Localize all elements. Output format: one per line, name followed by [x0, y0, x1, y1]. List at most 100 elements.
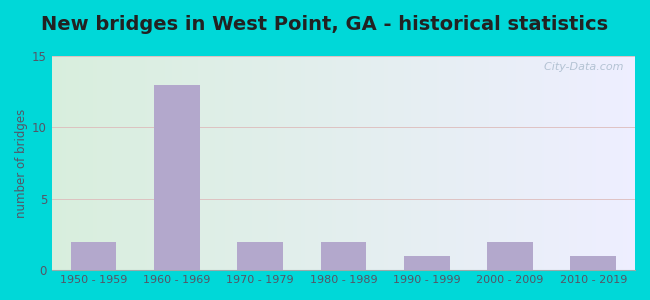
Bar [118, 56, 120, 270]
Bar [116, 56, 118, 270]
Bar [547, 56, 549, 270]
Bar [248, 56, 250, 270]
Bar [392, 56, 394, 270]
Bar [79, 56, 81, 270]
Bar [72, 56, 73, 270]
Bar [355, 56, 357, 270]
Bar [337, 56, 339, 270]
Bar [341, 56, 343, 270]
Bar [365, 56, 367, 270]
Bar [567, 56, 569, 270]
Bar [155, 56, 157, 270]
Bar [460, 56, 462, 270]
Bar [431, 56, 433, 270]
Bar [493, 56, 495, 270]
Bar [347, 56, 349, 270]
Bar [559, 56, 561, 270]
Bar [91, 56, 93, 270]
Bar [133, 56, 135, 270]
Bar [376, 56, 378, 270]
Bar [295, 56, 297, 270]
Bar [196, 56, 198, 270]
Bar [239, 56, 240, 270]
Bar [64, 56, 66, 270]
Bar [509, 56, 511, 270]
Bar [159, 56, 161, 270]
Bar [586, 56, 588, 270]
Bar [157, 56, 159, 270]
Bar [240, 56, 242, 270]
Bar [125, 56, 127, 270]
Bar [540, 56, 541, 270]
Bar [486, 56, 488, 270]
Bar [604, 56, 606, 270]
Bar [151, 56, 153, 270]
Bar [161, 56, 162, 270]
Bar [580, 56, 582, 270]
Bar [610, 56, 612, 270]
Bar [83, 56, 85, 270]
Bar [303, 56, 305, 270]
Bar [413, 56, 415, 270]
Bar [394, 56, 396, 270]
Bar [237, 56, 239, 270]
Bar [95, 56, 97, 270]
Bar [211, 56, 213, 270]
Bar [198, 56, 200, 270]
Bar [522, 56, 524, 270]
Bar [478, 56, 480, 270]
Bar [207, 56, 209, 270]
Bar [103, 56, 105, 270]
Bar [612, 56, 614, 270]
Bar [625, 56, 627, 270]
Bar [260, 56, 262, 270]
Bar [278, 56, 280, 270]
Bar [317, 56, 318, 270]
Bar [369, 56, 370, 270]
Bar [482, 56, 484, 270]
Bar [188, 56, 190, 270]
Bar [353, 56, 355, 270]
Bar [415, 56, 417, 270]
Bar [225, 56, 227, 270]
Bar [219, 56, 221, 270]
Bar [517, 56, 519, 270]
Bar [291, 56, 293, 270]
Bar [594, 56, 596, 270]
Bar [309, 56, 311, 270]
Bar [203, 56, 205, 270]
Bar [592, 56, 594, 270]
Bar [322, 56, 324, 270]
Bar [200, 56, 201, 270]
Bar [497, 56, 499, 270]
Bar [333, 56, 335, 270]
Bar [324, 56, 326, 270]
Bar [114, 56, 116, 270]
Bar [149, 56, 151, 270]
Bar [551, 56, 553, 270]
Bar [388, 56, 390, 270]
Bar [573, 56, 575, 270]
Bar [141, 56, 143, 270]
Bar [62, 56, 64, 270]
Bar [582, 56, 584, 270]
Bar [584, 56, 586, 270]
Bar [439, 56, 441, 270]
Bar [127, 56, 129, 270]
Bar [553, 56, 555, 270]
Bar [408, 56, 410, 270]
Bar [462, 56, 464, 270]
Bar [75, 56, 77, 270]
Bar [484, 56, 486, 270]
Bar [569, 56, 571, 270]
Bar [283, 56, 285, 270]
Bar [186, 56, 188, 270]
Bar [71, 242, 116, 270]
Bar [616, 56, 618, 270]
Bar [328, 56, 330, 270]
Bar [443, 56, 445, 270]
Bar [575, 56, 577, 270]
Bar [470, 56, 472, 270]
Bar [555, 56, 557, 270]
Bar [301, 56, 303, 270]
